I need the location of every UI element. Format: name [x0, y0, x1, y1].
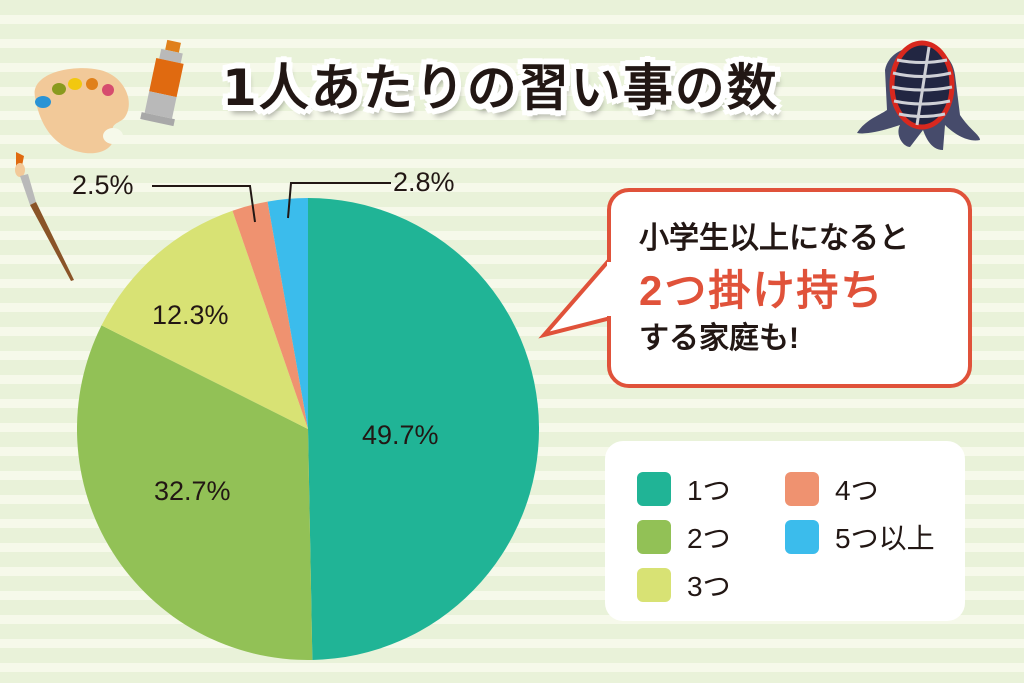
leader-line-5: [287, 182, 391, 219]
legend-item-3: 3つ: [637, 565, 731, 605]
legend-swatch: [637, 568, 671, 602]
legend-swatch: [637, 520, 671, 554]
bubble-highlight: 2つ掛け持ち: [639, 267, 885, 314]
bubble-tail: [538, 252, 613, 339]
chart-title: 1人あたりの習い事の数: [222, 59, 779, 117]
slice-label-5: 2.8%: [393, 167, 455, 197]
pie-slice-2: [76, 325, 313, 660]
paintbrush-icon: [15, 152, 74, 281]
pie-slice-5: [267, 198, 308, 429]
slice-label-3: 12.3%: [152, 300, 229, 330]
speech-bubble: 小学生以上になると 2つ掛け持ち する家庭も!: [607, 188, 972, 388]
palette-icon: [34, 68, 129, 154]
legend-item-1: 1つ: [637, 469, 731, 509]
pie-slice-3: [101, 210, 308, 429]
leader-line-4: [152, 185, 256, 223]
legend: 1つ 2つ 3つ 4つ 5つ以上: [605, 441, 965, 621]
legend-item-2: 2つ: [637, 517, 731, 557]
pie-slice-4: [232, 201, 308, 429]
slice-label-4: 2.5%: [72, 170, 134, 200]
legend-item-4: 4つ: [785, 469, 879, 509]
paint-tube-icon: [140, 39, 184, 127]
bubble-line-3: する家庭も!: [639, 322, 799, 355]
legend-swatch: [637, 472, 671, 506]
legend-swatch: [785, 520, 819, 554]
legend-item-5: 5つ以上: [785, 517, 935, 557]
kendo-mask-icon: [857, 40, 980, 150]
legend-swatch: [785, 472, 819, 506]
pie-slice-1: [308, 198, 540, 660]
bubble-line-1: 小学生以上になると: [639, 222, 909, 255]
slice-label-1: 49.7%: [362, 420, 439, 450]
slice-label-2: 32.7%: [154, 476, 231, 506]
